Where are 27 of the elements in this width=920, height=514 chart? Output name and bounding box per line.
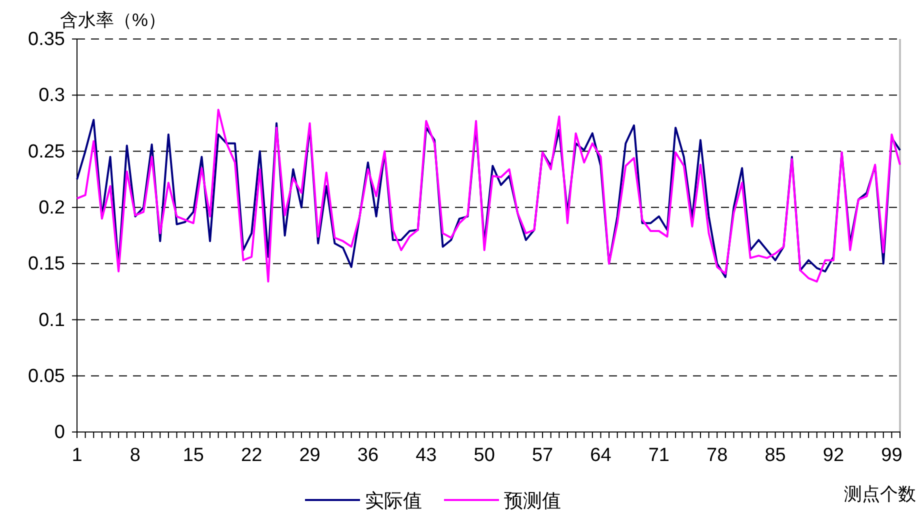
y-axis-title: 含水率（%）	[60, 10, 166, 30]
x-tick-label: 22	[241, 445, 262, 466]
x-tick-label: 64	[590, 445, 612, 466]
y-tick-label: 0.2	[38, 198, 65, 219]
legend-label: 实际值	[365, 490, 422, 512]
x-tick-label: 57	[532, 445, 554, 466]
y-tick-label: 0.1	[38, 310, 65, 331]
x-tick-label: 43	[416, 445, 437, 466]
y-tick-label: 0.05	[28, 366, 65, 387]
y-tick-label: 0.25	[28, 141, 65, 162]
y-tick-label: 0.35	[28, 29, 65, 50]
y-tick-label: 0.3	[38, 85, 65, 106]
x-tick-label: 99	[881, 445, 902, 466]
x-tick-label: 8	[130, 445, 140, 466]
x-tick-label: 50	[474, 445, 495, 466]
x-axis-title: 测点个数	[844, 484, 916, 504]
x-tick-label: 36	[357, 445, 379, 466]
y-tick-label: 0.15	[28, 254, 65, 275]
x-tick-label: 15	[182, 445, 204, 466]
legend-label: 预测值	[504, 491, 561, 512]
x-tick-label: 78	[706, 445, 728, 466]
x-tick-label: 1	[72, 445, 82, 466]
x-tick-label: 71	[648, 445, 670, 466]
x-tick-label: 29	[299, 445, 320, 466]
x-tick-label: 92	[822, 445, 844, 466]
y-tick-label: 0	[54, 422, 65, 444]
x-tick-label: 85	[764, 445, 786, 466]
